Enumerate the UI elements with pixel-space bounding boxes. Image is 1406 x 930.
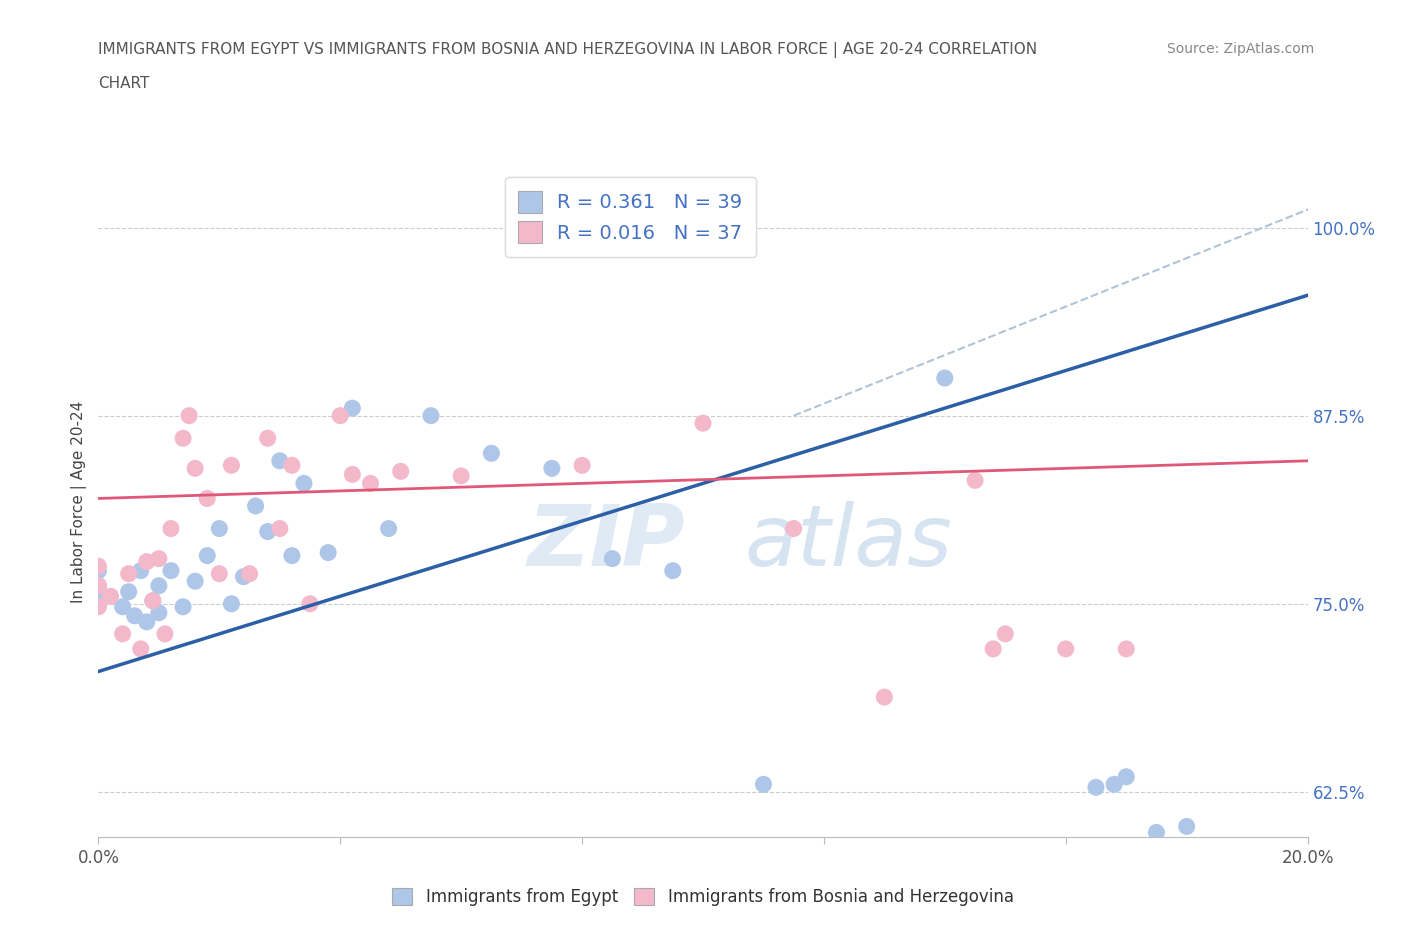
Point <box>571 458 593 472</box>
Point <box>269 521 291 536</box>
Point <box>221 458 243 472</box>
Point <box>1175 819 1198 834</box>
Point <box>172 431 194 445</box>
Point <box>184 461 207 476</box>
Point <box>1054 642 1077 657</box>
Text: CHART: CHART <box>98 76 150 91</box>
Point <box>87 578 110 593</box>
Point <box>153 627 176 642</box>
Point <box>129 642 152 657</box>
Point <box>195 548 218 563</box>
Point <box>342 401 364 416</box>
Point <box>87 584 110 599</box>
Point <box>177 408 201 423</box>
Point <box>111 599 134 614</box>
Y-axis label: In Labor Force | Age 20-24: In Labor Force | Age 20-24 <box>72 401 87 604</box>
Point <box>329 408 352 423</box>
Point <box>269 454 291 469</box>
Text: IMMIGRANTS FROM EGYPT VS IMMIGRANTS FROM BOSNIA AND HERZEGOVINA IN LABOR FORCE |: IMMIGRANTS FROM EGYPT VS IMMIGRANTS FROM… <box>98 42 1038 58</box>
Point <box>111 627 134 642</box>
Point <box>256 525 278 539</box>
Point <box>602 551 624 566</box>
Point <box>208 521 231 536</box>
Point <box>316 545 339 560</box>
Point <box>148 578 170 593</box>
Text: ZIP: ZIP <box>527 501 685 584</box>
Point <box>160 521 183 536</box>
Point <box>873 690 896 705</box>
Point <box>135 615 157 630</box>
Point <box>148 551 170 566</box>
Point <box>135 554 157 569</box>
Point <box>360 476 382 491</box>
Point <box>281 548 304 563</box>
Point <box>148 605 170 620</box>
Point <box>184 574 207 589</box>
Point <box>389 464 412 479</box>
Point <box>782 521 804 536</box>
Point <box>1115 642 1137 657</box>
Point <box>377 521 399 536</box>
Legend: Immigrants from Egypt, Immigrants from Bosnia and Herzegovina: Immigrants from Egypt, Immigrants from B… <box>385 881 1021 912</box>
Point <box>1102 777 1125 791</box>
Point <box>292 476 315 491</box>
Point <box>1144 825 1167 840</box>
Point <box>934 371 956 386</box>
Legend: R = 0.361   N = 39, R = 0.016   N = 37: R = 0.361 N = 39, R = 0.016 N = 37 <box>505 177 756 257</box>
Point <box>419 408 441 423</box>
Point <box>87 564 110 578</box>
Text: Source: ZipAtlas.com: Source: ZipAtlas.com <box>1167 42 1315 56</box>
Point <box>994 627 1017 642</box>
Point <box>221 596 243 611</box>
Point <box>129 564 152 578</box>
Point <box>100 589 122 604</box>
Point <box>245 498 267 513</box>
Point <box>239 566 262 581</box>
Text: atlas: atlas <box>744 501 952 584</box>
Point <box>87 578 110 593</box>
Point <box>661 564 683 578</box>
Point <box>342 467 364 482</box>
Point <box>540 461 562 476</box>
Point <box>172 599 194 614</box>
Point <box>1085 780 1108 795</box>
Point <box>752 777 775 791</box>
Point <box>118 584 141 599</box>
Point <box>87 589 110 604</box>
Point <box>981 642 1004 657</box>
Point <box>142 593 165 608</box>
Point <box>256 431 278 445</box>
Point <box>118 566 141 581</box>
Point <box>481 445 503 460</box>
Point <box>87 559 110 574</box>
Point <box>299 596 322 611</box>
Point <box>195 491 218 506</box>
Point <box>965 473 987 488</box>
Point <box>87 599 110 614</box>
Point <box>450 469 472 484</box>
Point <box>692 416 714 431</box>
Point <box>142 593 165 608</box>
Point <box>124 608 146 623</box>
Point <box>1115 769 1137 784</box>
Point <box>232 569 254 584</box>
Point <box>281 458 304 472</box>
Point <box>160 564 183 578</box>
Point <box>208 566 231 581</box>
